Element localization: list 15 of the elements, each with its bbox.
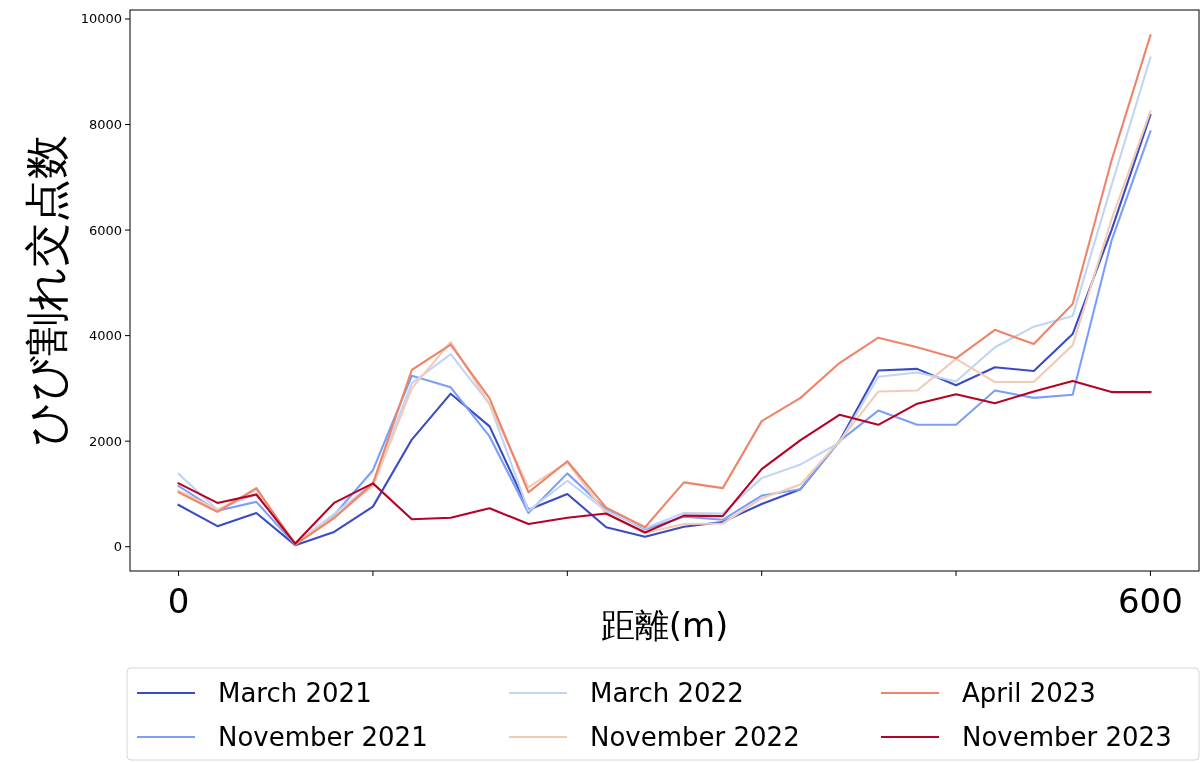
y-tick-label: 0 bbox=[113, 539, 122, 555]
x-tick-label: 600 bbox=[1117, 581, 1183, 621]
x-axis-title: 距離(m) bbox=[600, 605, 729, 645]
legend-label: November 2023 bbox=[962, 722, 1172, 752]
legend-label: March 2021 bbox=[218, 678, 372, 708]
y-axis-title: ひび割れ交点数 bbox=[21, 135, 72, 446]
legend-label: November 2021 bbox=[218, 722, 428, 752]
y-tick-label: 8000 bbox=[88, 117, 122, 133]
y-tick-label: 6000 bbox=[88, 222, 122, 238]
legend-label: March 2022 bbox=[590, 678, 744, 708]
y-tick-label: 10000 bbox=[80, 11, 122, 27]
y-tick-label: 2000 bbox=[88, 433, 122, 449]
y-tick-label: 4000 bbox=[88, 328, 122, 344]
legend-label: November 2022 bbox=[590, 722, 800, 752]
legend-label: April 2023 bbox=[962, 678, 1096, 708]
